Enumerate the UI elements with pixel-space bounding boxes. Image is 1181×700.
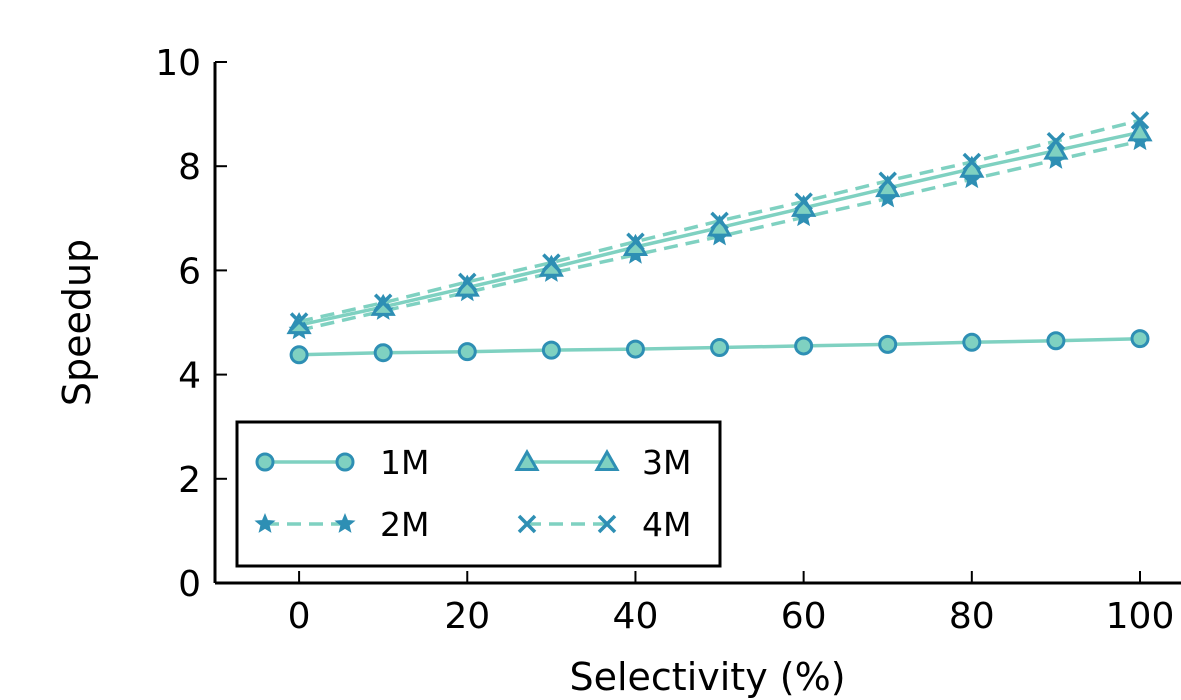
- marker-x: [794, 192, 813, 211]
- y-tick-label: 8: [178, 147, 201, 188]
- y-tick-label: 2: [178, 460, 201, 501]
- marker-x-stroke: [1130, 111, 1150, 130]
- marker-x: [710, 211, 729, 231]
- x-tick-label: 20: [444, 596, 490, 637]
- marker-x: [1046, 131, 1066, 151]
- marker-star: [254, 513, 276, 533]
- marker-circle: [878, 334, 898, 354]
- marker-circle: [710, 338, 730, 358]
- marker-circle: [794, 336, 814, 356]
- marker-x-stroke: [878, 171, 897, 191]
- series-line: [298, 118, 1141, 324]
- marker-circle: [457, 342, 477, 362]
- legend-label: 1M: [380, 443, 429, 482]
- marker-circle: [962, 332, 982, 352]
- marker-circle: [255, 452, 275, 472]
- marker-x: [962, 152, 982, 172]
- marker-x: [878, 171, 897, 191]
- legend-label: 3M: [642, 443, 691, 482]
- marker-triangle: [1127, 119, 1153, 142]
- marker-circle: [1046, 331, 1066, 351]
- marker-x-stroke: [962, 152, 982, 172]
- marker-triangle: [1043, 137, 1069, 160]
- marker-x-stroke: [1046, 131, 1066, 151]
- marker-star: [334, 513, 356, 533]
- series-1M: [289, 329, 1150, 365]
- y-tick-label: 0: [178, 564, 201, 605]
- y-tick-label: 10: [155, 43, 201, 84]
- x-tick-label: 60: [781, 596, 827, 637]
- marker-x: [626, 232, 645, 251]
- marker-triangle: [594, 448, 620, 471]
- marker-circle: [625, 339, 645, 359]
- legend: 1M 2M 3M 4M: [235, 420, 722, 568]
- x-tick-label: 100: [1106, 596, 1175, 637]
- marker-x-stroke: [373, 293, 393, 312]
- marker-x-stroke: [710, 211, 729, 231]
- legend-item-4M: 4M: [517, 505, 691, 544]
- x-tick-label: 0: [288, 596, 311, 637]
- x-axis-label: Selectivity (%): [569, 655, 845, 699]
- legend-box: [235, 420, 722, 568]
- marker-circle: [373, 343, 393, 363]
- marker-x-stroke: [458, 272, 477, 292]
- marker-x-stroke: [517, 514, 537, 534]
- legend-item-3M: 3M: [514, 443, 691, 482]
- series-4M: [289, 111, 1150, 331]
- marker-triangle: [514, 448, 540, 471]
- marker-circle: [335, 452, 355, 472]
- marker-x: [597, 514, 617, 534]
- x-tick-label: 40: [613, 596, 659, 637]
- legend-label: 4M: [642, 505, 691, 544]
- marker-x-stroke: [626, 232, 645, 251]
- marker-x-stroke: [794, 192, 813, 211]
- plot-area: [286, 111, 1153, 365]
- marker-x: [542, 253, 561, 272]
- legend-label: 2M: [380, 505, 429, 544]
- y-tick-label: 4: [178, 356, 201, 397]
- marker-x: [373, 293, 393, 312]
- marker-x-stroke: [542, 253, 561, 272]
- marker-circle: [541, 340, 561, 360]
- marker-x: [517, 514, 537, 534]
- marker-x: [458, 272, 477, 292]
- marker-x-stroke: [289, 312, 309, 331]
- y-tick-label: 6: [178, 251, 201, 292]
- marker-x: [289, 312, 309, 331]
- marker-x-stroke: [597, 514, 617, 534]
- series-3M: [286, 119, 1153, 335]
- x-tick-label: 80: [949, 596, 995, 637]
- y-axis-label: Speedup: [55, 239, 99, 406]
- marker-circle: [289, 345, 309, 365]
- marker-circle: [1130, 329, 1150, 349]
- legend-item-2M: 2M: [254, 505, 429, 544]
- legend-item-1M: 1M: [255, 443, 429, 482]
- marker-x: [1130, 111, 1150, 130]
